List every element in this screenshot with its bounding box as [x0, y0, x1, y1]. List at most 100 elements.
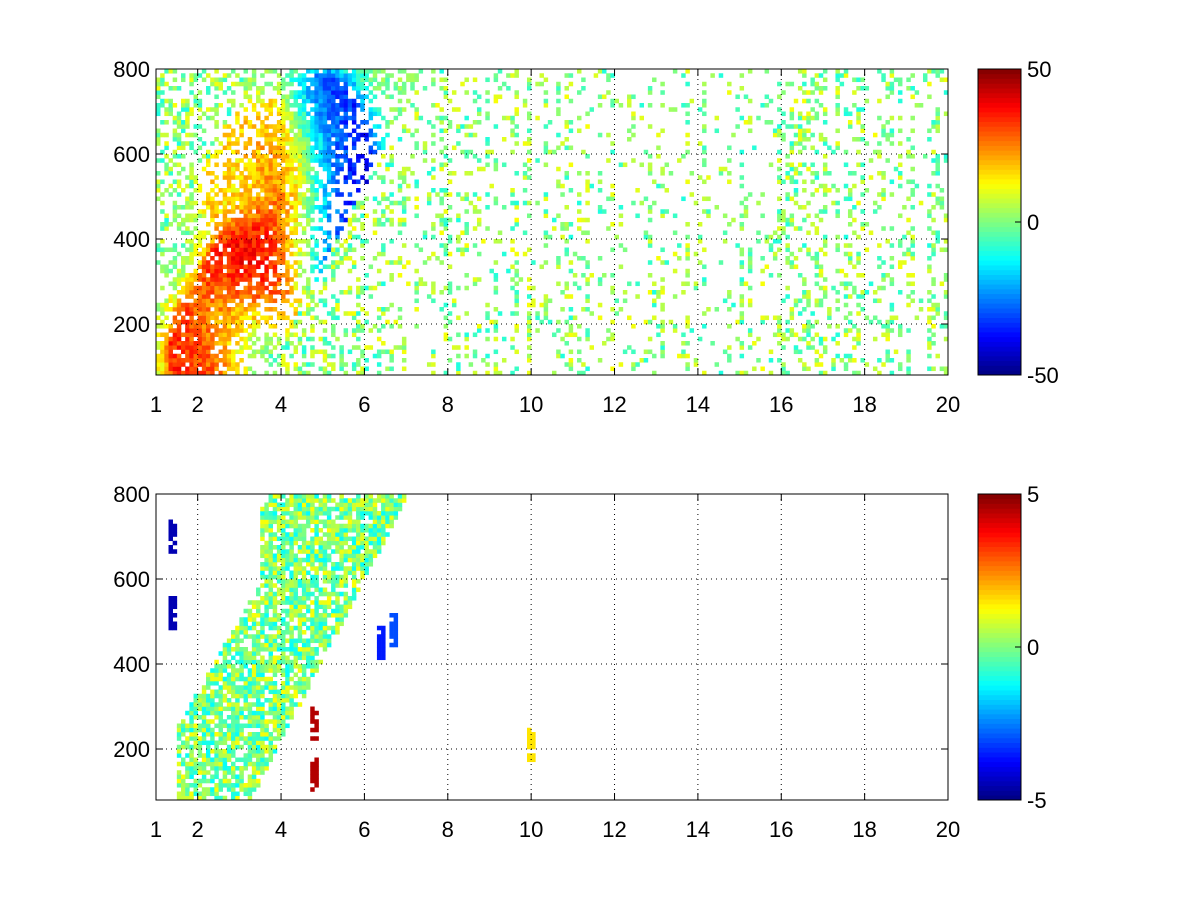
- heatmap-cell: [618, 205, 624, 210]
- heatmap-cell: [185, 141, 190, 146]
- heatmap-cell: [210, 196, 215, 202]
- heatmap-cell: [431, 103, 436, 108]
- heatmap-cell: [247, 137, 253, 142]
- heatmap-cell: [256, 753, 261, 758]
- heatmap-cell: [735, 107, 740, 112]
- heatmap-cell: [206, 281, 211, 287]
- colorbar-swatch: [978, 121, 1021, 127]
- heatmap-cell: [910, 154, 915, 159]
- heatmap-cell: [443, 217, 449, 223]
- heatmap-cell: [777, 324, 782, 329]
- heatmap-cell: [852, 285, 857, 291]
- heatmap-cell: [226, 753, 232, 758]
- heatmap-cell: [777, 247, 782, 253]
- heatmap-cell: [260, 103, 265, 108]
- heatmap-cell: [243, 154, 249, 159]
- heatmap-cell: [193, 732, 198, 737]
- heatmap-cell: [343, 149, 349, 155]
- heatmap-cell: [577, 285, 582, 291]
- heatmap-cell: [343, 179, 349, 185]
- heatmap-cell: [560, 290, 565, 295]
- heatmap-cell: [447, 98, 453, 104]
- heatmap-cell: [368, 128, 374, 134]
- heatmap-cell: [739, 175, 745, 180]
- heatmap-cell: [943, 311, 948, 316]
- heatmap-cell: [272, 213, 278, 219]
- heatmap-cell: [881, 285, 886, 291]
- heatmap-cell: [281, 668, 286, 673]
- heatmap-cell: [276, 192, 282, 197]
- heatmap-cell: [414, 90, 419, 95]
- heatmap-cell: [526, 358, 532, 363]
- heatmap-cell: [685, 353, 690, 359]
- heatmap-cell: [222, 774, 228, 780]
- heatmap-cell: [172, 277, 178, 282]
- heatmap-cell: [493, 166, 499, 172]
- heatmap-cell: [768, 247, 774, 253]
- heatmap-cell: [185, 787, 190, 792]
- heatmap-cell: [326, 149, 332, 155]
- heatmap-cell: [235, 791, 240, 797]
- heatmap-cell: [281, 196, 286, 202]
- heatmap-cell: [556, 145, 561, 151]
- heatmap-cell: [514, 273, 519, 278]
- heatmap-cell: [647, 205, 653, 210]
- heatmap-cell: [272, 583, 278, 588]
- heatmap-cell: [806, 200, 811, 206]
- heatmap-cell: [739, 115, 745, 121]
- heatmap-cell: [451, 145, 457, 151]
- heatmap-cell: [247, 239, 253, 244]
- heatmap-cell: [218, 710, 223, 716]
- heatmap-cell: [906, 86, 911, 91]
- heatmap-cell: [260, 251, 265, 257]
- heatmap-cell: [647, 166, 653, 172]
- heatmap-cell: [164, 213, 169, 219]
- heatmap-cell: [768, 98, 774, 104]
- heatmap-cell: [443, 94, 449, 100]
- heatmap-cell: [860, 307, 865, 312]
- heatmap-cell: [256, 651, 261, 656]
- heatmap-cell: [243, 290, 249, 295]
- heatmap-cell: [260, 196, 265, 202]
- heatmap-cell: [789, 149, 795, 155]
- heatmap-cell: [564, 294, 569, 299]
- heatmap-cell: [256, 319, 261, 325]
- heatmap-cell: [201, 154, 207, 159]
- heatmap-cell: [247, 230, 253, 236]
- heatmap-cell: [806, 98, 811, 104]
- heatmap-cell: [276, 668, 282, 673]
- heatmap-cell: [193, 188, 198, 193]
- heatmap-cell: [281, 689, 286, 695]
- heatmap-cell: [331, 120, 336, 125]
- heatmap-cell: [310, 81, 315, 87]
- heatmap-cell: [339, 213, 344, 219]
- heatmap-cell: [410, 81, 415, 87]
- heatmap-cell: [872, 336, 878, 342]
- heatmap-cell: [164, 264, 169, 270]
- heatmap-cell: [793, 264, 799, 270]
- heatmap-cell: [239, 247, 244, 253]
- heatmap-cell: [197, 213, 203, 219]
- heatmap-cell: [702, 103, 707, 108]
- heatmap-cell: [206, 702, 211, 707]
- heatmap-cell: [222, 353, 228, 359]
- heatmap-cell: [501, 162, 507, 168]
- colorbar-swatch: [978, 202, 1021, 209]
- heatmap-cell: [172, 132, 178, 138]
- heatmap-cell: [222, 120, 228, 125]
- heatmap-cell: [810, 171, 815, 176]
- colorbar-swatch: [978, 145, 1021, 151]
- heatmap-cell: [727, 345, 732, 350]
- heatmap-cell: [318, 141, 324, 146]
- heatmap-cell: [314, 302, 319, 308]
- heatmap-cell: [568, 358, 574, 363]
- heatmap-cell: [276, 591, 282, 597]
- heatmap-cell: [268, 166, 274, 172]
- heatmap-cell: [185, 256, 190, 261]
- heatmap-cell: [843, 69, 849, 74]
- heatmap-cell: [218, 723, 223, 729]
- heatmap-cell: [422, 149, 428, 155]
- heatmap-cell: [301, 158, 307, 163]
- heatmap-cell: [235, 672, 240, 678]
- heatmap-cell: [331, 103, 336, 108]
